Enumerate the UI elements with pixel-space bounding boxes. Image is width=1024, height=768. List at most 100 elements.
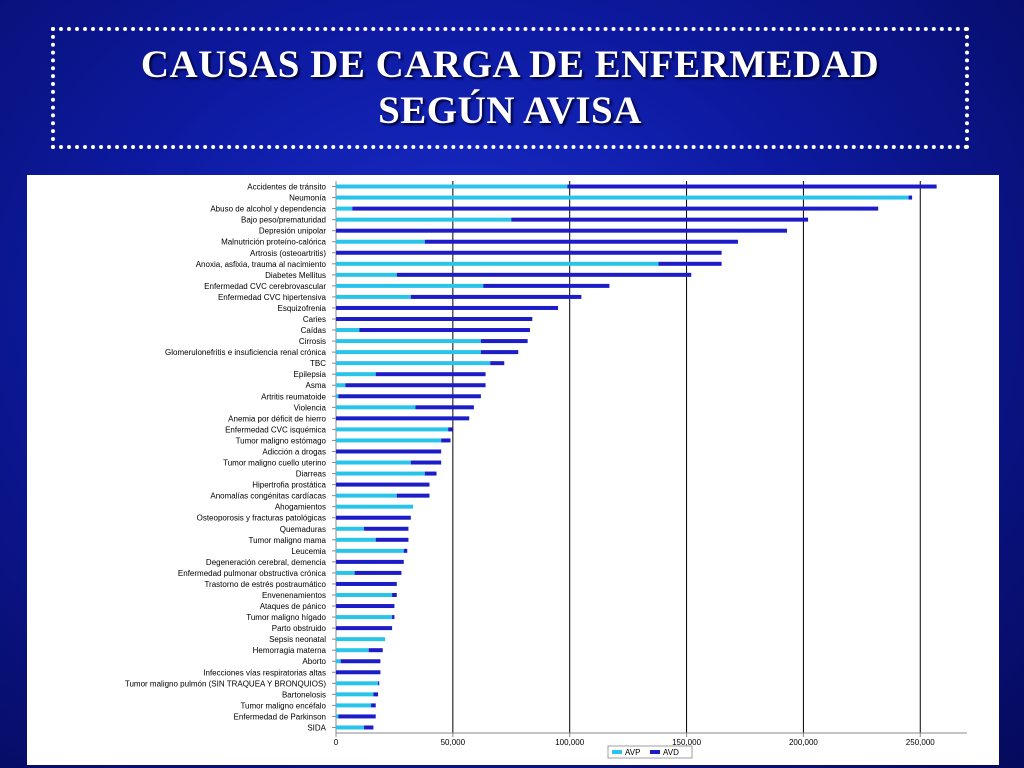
category-label: Malnutrición proteíno-calórica: [221, 238, 326, 247]
category-label: Caries: [303, 315, 326, 324]
bar-avd: [364, 725, 374, 730]
bar-avd: [336, 670, 381, 675]
bar-avd: [483, 283, 610, 288]
category-label: Infecciones vías respiratorias altas: [203, 668, 326, 677]
bar-avp: [336, 350, 481, 355]
category-label: Tumor maligno mama: [248, 536, 326, 545]
bar-avd: [336, 604, 395, 609]
bar-avd: [336, 305, 559, 310]
bar-avd: [336, 559, 404, 564]
category-label: Violencia: [294, 403, 327, 412]
category-label: Anoxia, asfixia, trauma al nacimiento: [196, 260, 327, 269]
bar-avd: [375, 372, 486, 377]
bar-avp: [336, 217, 512, 222]
chart-panel: 0 50,000 100,000 150,000 200,000 250,000 Accid…: [27, 175, 999, 765]
x-tick-label: 250,000: [906, 738, 935, 747]
category-label: Quemaduras: [280, 525, 326, 534]
category-label: Tumor maligno pulmón (SIN TRAQUEA Y BRON…: [125, 679, 326, 688]
bar-avp: [336, 703, 372, 708]
category-label: Adicción a drogas: [262, 447, 326, 456]
bar-avd: [340, 659, 381, 664]
category-label: Diabetes Mellitus: [265, 271, 326, 280]
category-label: Enfermedad CVC cerebrovascular: [204, 282, 326, 291]
category-label: Epilepsia: [294, 370, 327, 379]
bar-avp: [336, 593, 393, 597]
bar-avp: [336, 648, 369, 653]
legend-label-avd: AVD: [663, 748, 679, 757]
bar-avd: [567, 184, 937, 189]
bar-avd: [396, 272, 692, 277]
category-label: Abuso de alcohol y dependencia: [210, 205, 326, 214]
bar-avd: [368, 648, 383, 653]
category-label: Hipertrofia prostática: [252, 481, 326, 490]
category-label: SIDA: [307, 723, 326, 732]
bar-avp: [336, 239, 425, 244]
bar-avd: [424, 239, 738, 244]
category-label: Enfermedad pulmonar obstructiva crónica: [178, 569, 327, 578]
bar-avp: [336, 383, 346, 388]
title-box: CAUSAS DE CARGA DE ENFERMEDAD SEGÚN AVIS…: [51, 27, 969, 149]
bar-avd: [336, 228, 788, 233]
bar-avp: [336, 361, 491, 366]
bar-avd: [396, 493, 430, 498]
bar-avp: [336, 272, 397, 277]
bar-avd: [336, 515, 411, 520]
bar-avd: [908, 195, 913, 200]
bar-avp: [336, 526, 365, 531]
title-line-1: CAUSAS DE CARGA DE ENFERMEDAD: [140, 43, 880, 86]
bar-avp: [336, 725, 365, 730]
bar-avd: [480, 350, 519, 355]
bar-avd: [448, 427, 453, 432]
category-label: Tumor maligno cuello uterino: [223, 459, 326, 468]
bar-avd: [336, 250, 722, 255]
bar-avp: [336, 637, 386, 642]
bar-avp: [336, 405, 416, 410]
bar-avd: [392, 615, 395, 620]
category-label: Ataques de pánico: [260, 602, 327, 611]
category-label: Cirrosis: [299, 337, 326, 346]
x-tick-label: 100,000: [555, 738, 584, 747]
bar-avd: [410, 460, 442, 465]
bar-avp: [336, 681, 379, 686]
bar-avd: [345, 383, 486, 388]
category-label: Artritis reumatoide: [261, 392, 326, 401]
bar-avd: [441, 438, 451, 443]
bar-avp: [336, 372, 376, 377]
category-label: Anomalías congénitas cardíacas: [210, 492, 326, 501]
category-label: Bajo peso/prematuridad: [241, 216, 326, 225]
bar-avp: [336, 283, 484, 288]
bar-avd: [378, 681, 380, 686]
bar-avd: [392, 593, 397, 597]
bar-avp: [336, 394, 339, 399]
bar-avd: [403, 548, 408, 553]
bar-avp: [336, 294, 411, 299]
category-label: Hemorragia materna: [253, 646, 327, 655]
category-label: Bartonelosis: [282, 690, 326, 699]
bar-avp: [336, 692, 374, 697]
bar-avp: [336, 493, 397, 498]
category-label: Parto obstruido: [272, 624, 327, 633]
category-label: Accidentes de tránsito: [247, 183, 326, 192]
category-label: Artrosis (osteoartritis): [250, 249, 326, 258]
category-label: Enfermedad de Parkinson: [234, 712, 327, 721]
bar-avd: [359, 328, 530, 333]
category-label: Ahogamientos: [275, 503, 326, 512]
category-label: Depresión unipolar: [259, 227, 326, 236]
bar-avd: [480, 339, 528, 344]
category-label: Tumor maligno hígado: [246, 613, 326, 622]
bar-avd: [511, 217, 809, 222]
bar-avp: [336, 460, 411, 465]
bar-avp: [336, 261, 659, 266]
category-label: Diarreas: [296, 470, 326, 479]
bar-avp: [336, 471, 425, 476]
bar-avd: [371, 703, 376, 708]
bar-avd: [354, 570, 402, 575]
bar-avd: [658, 261, 722, 266]
category-label: Osteoporosis y fracturas patológicas: [197, 514, 326, 523]
category-label: Aborto: [302, 657, 326, 666]
bar-avp: [336, 714, 339, 719]
title-line-2: SEGÚN AVISA: [378, 89, 642, 132]
category-label: Degeneración cerebral, demencia: [206, 558, 327, 567]
bar-avp: [336, 615, 393, 620]
bar-avd: [490, 361, 505, 366]
